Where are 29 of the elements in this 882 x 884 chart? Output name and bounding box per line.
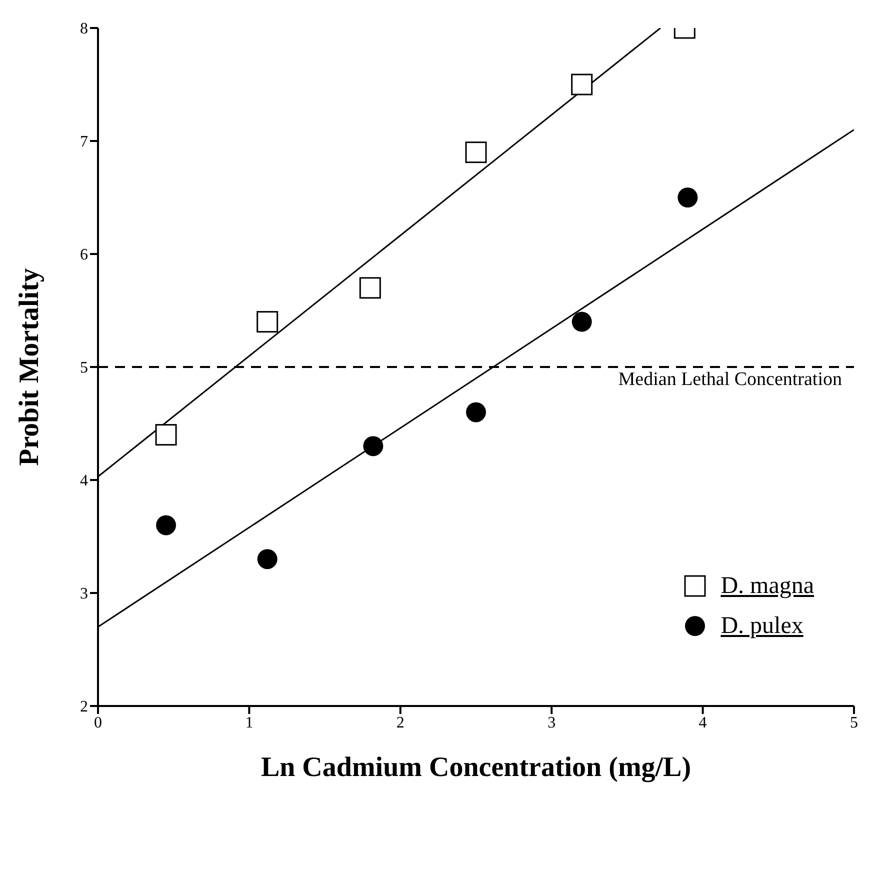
- x-tick-label: 0: [94, 714, 102, 732]
- point: [256, 311, 278, 333]
- point: [257, 549, 278, 570]
- point: [466, 402, 486, 422]
- x-tick-label: 2: [396, 714, 404, 732]
- point: [156, 515, 176, 536]
- x-tick-label: 5: [850, 714, 858, 732]
- legend-label: D. magna: [720, 572, 814, 600]
- y-tick-label: 8: [80, 20, 88, 38]
- legend-label: D. pulex: [720, 612, 804, 640]
- ref-line-label: Median Lethal Concentration: [618, 369, 842, 390]
- y-tick-label: 6: [80, 246, 88, 264]
- point: [572, 312, 592, 332]
- point: [359, 277, 381, 299]
- x-tick-label: 3: [548, 714, 556, 732]
- point: [678, 188, 698, 208]
- y-tick-label: 3: [80, 586, 88, 603]
- y-tick-label: 7: [80, 134, 88, 151]
- y-tick-label: 5: [80, 360, 88, 377]
- x-tick-label: 4: [698, 714, 707, 732]
- x-axis-title: Ln Cadmium Concentration (mg/L): [260, 752, 692, 783]
- point: [465, 142, 487, 164]
- point: [363, 436, 384, 456]
- y-tick-label: 4: [80, 472, 88, 490]
- y-axis-title: Probit Mortality: [14, 268, 45, 466]
- point: [155, 424, 177, 446]
- point: [571, 74, 593, 96]
- x-tick-label: 1: [245, 714, 254, 732]
- y-tick-label: 2: [80, 698, 88, 716]
